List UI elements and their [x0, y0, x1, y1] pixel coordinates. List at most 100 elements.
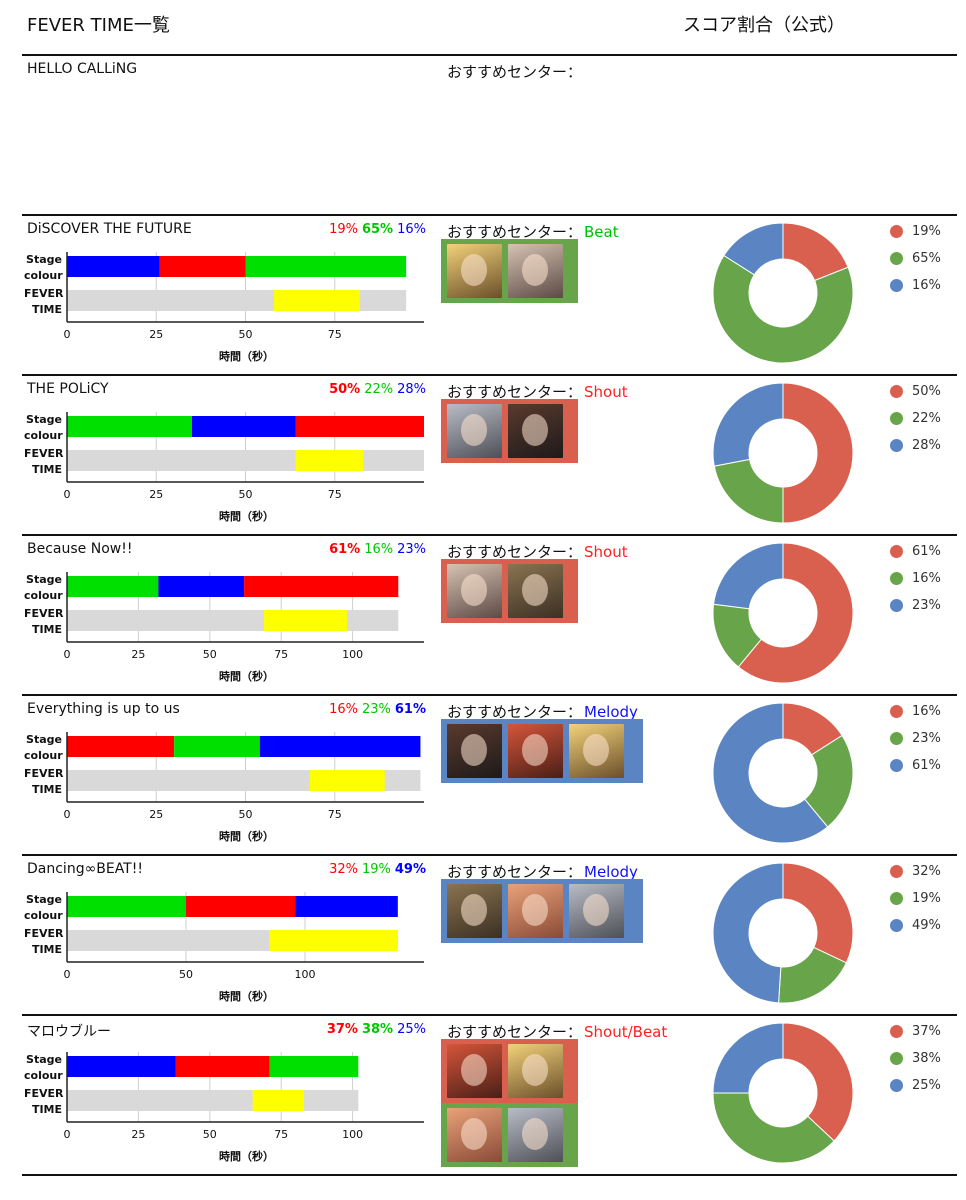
x-axis-title: 時間（秒） — [219, 670, 274, 683]
stage-red-segment — [67, 736, 175, 757]
fever-track-bar — [67, 450, 424, 471]
time-label: TIME — [31, 943, 62, 956]
blue-percentage: 49% — [394, 862, 426, 877]
legend-item: 16% — [890, 698, 941, 725]
x-tick-label: 75 — [327, 328, 342, 341]
score-percentages: 61% 16% 23% — [325, 542, 426, 557]
stage-blue-segment — [67, 1056, 176, 1077]
green-percentage: 16% — [364, 542, 394, 557]
idol-portrait-image — [508, 404, 563, 458]
legend-label: 19% — [912, 891, 941, 906]
fever-track-bar — [67, 1090, 359, 1111]
fever-time-bar — [252, 1090, 305, 1111]
legend-dot-icon — [890, 252, 903, 265]
donut-legend: 32% 19% 49% — [890, 858, 941, 939]
donut-legend: 61% 16% 23% — [890, 538, 941, 619]
idol-portrait-image — [447, 404, 502, 458]
x-axis-title: 時間（秒） — [219, 1150, 274, 1163]
x-tick-label: 25 — [131, 648, 146, 661]
fever-label: FEVER — [24, 927, 64, 940]
x-tick-label: 75 — [327, 488, 342, 501]
fever-time-chart — [66, 1052, 424, 1123]
center-label: おすすめセンター： — [447, 1023, 583, 1041]
colour-label: colour — [24, 749, 63, 762]
idol-portrait-image — [447, 244, 502, 298]
song-section: Everything is up to us おすすめセンター： Melody 16%… — [0, 698, 966, 852]
idol-portrait-image — [447, 1108, 502, 1162]
red-percentage: 61% — [329, 542, 361, 557]
fever-label: FEVER — [24, 447, 64, 460]
song-title: THE POLiCY — [27, 381, 109, 397]
blue-percentage: 61% — [394, 702, 426, 717]
song-section: THE POLiCY おすすめセンター： Shout 50% 22% 28% Stage co… — [0, 378, 966, 532]
portrait-row — [441, 559, 578, 623]
legend-dot-icon — [890, 412, 903, 425]
time-label: TIME — [31, 303, 62, 316]
center-label: おすすめセンター： — [447, 703, 583, 721]
score-ratio-title: スコア割合（公式） — [683, 15, 845, 36]
red-slice — [782, 382, 854, 524]
center-label: おすすめセンター： — [447, 543, 583, 561]
portrait-row — [441, 719, 643, 783]
x-tick-label: 25 — [149, 328, 164, 341]
stage-red-segment — [295, 416, 424, 437]
idol-portrait-image — [569, 724, 624, 778]
fever-time-label: FEVER TIME — [24, 766, 64, 798]
time-label: TIME — [31, 463, 62, 476]
fever-time-chart — [66, 252, 424, 323]
legend-label: 49% — [912, 918, 941, 933]
green-percentage: 65% — [361, 222, 394, 237]
blue-percentage: 16% — [397, 222, 426, 237]
stage-label: Stage — [26, 1053, 62, 1066]
x-axis-title: 時間（秒） — [219, 510, 274, 523]
center-label: おすすめセンター： — [447, 383, 583, 401]
x-tick-label: 0 — [63, 488, 71, 501]
stage-colour-label: Stage colour — [24, 732, 63, 764]
center-portraits — [441, 719, 643, 783]
legend-dot-icon — [890, 385, 903, 398]
legend-dot-icon — [890, 439, 903, 452]
x-tick-label: 50 — [238, 488, 253, 501]
idol-portrait-image — [508, 884, 563, 938]
stage-green-segment — [269, 1056, 359, 1077]
portrait-row — [441, 1039, 578, 1103]
x-tick-label: 0 — [63, 648, 71, 661]
score-percentages: 19% 65% 16% — [325, 222, 426, 237]
center-portraits — [441, 1039, 578, 1167]
legend-label: 65% — [912, 251, 941, 266]
legend-dot-icon — [890, 572, 903, 585]
legend-label: 37% — [912, 1024, 941, 1039]
x-axis-title: 時間（秒） — [219, 350, 274, 363]
fever-time-chart — [66, 892, 424, 963]
idol-portrait-image — [508, 244, 563, 298]
red-percentage: 37% — [326, 1022, 358, 1037]
donut-legend: 19% 65% 16% — [890, 218, 941, 299]
section-divider — [22, 214, 957, 216]
legend-item: 28% — [890, 432, 941, 459]
x-tick-label: 50 — [238, 808, 253, 821]
time-label: TIME — [31, 783, 62, 796]
legend-label: 61% — [912, 758, 941, 773]
idol-portrait-image — [508, 1108, 563, 1162]
x-tick-label: 0 — [63, 1128, 71, 1141]
legend-dot-icon — [890, 759, 903, 772]
stage-blue-segment — [191, 416, 296, 437]
colour-label: colour — [24, 1069, 63, 1082]
green-slice — [713, 458, 784, 524]
center-portraits — [441, 879, 643, 943]
donut-legend: 50% 22% 28% — [890, 378, 941, 459]
legend-label: 23% — [912, 598, 941, 613]
fever-time-bar — [295, 450, 364, 471]
legend-dot-icon — [890, 225, 903, 238]
legend-label: 25% — [912, 1078, 941, 1093]
green-percentage: 38% — [361, 1022, 394, 1037]
center-type: Shout — [584, 383, 628, 401]
stage-blue-segment — [295, 896, 398, 917]
stage-colour-label: Stage colour — [24, 252, 63, 284]
section-divider — [22, 1174, 957, 1176]
fever-time-label: FEVER TIME — [24, 606, 64, 638]
legend-item: 25% — [890, 1072, 941, 1099]
fever-track-bar — [67, 610, 399, 631]
red-slice — [782, 862, 854, 964]
section-divider — [22, 54, 957, 56]
